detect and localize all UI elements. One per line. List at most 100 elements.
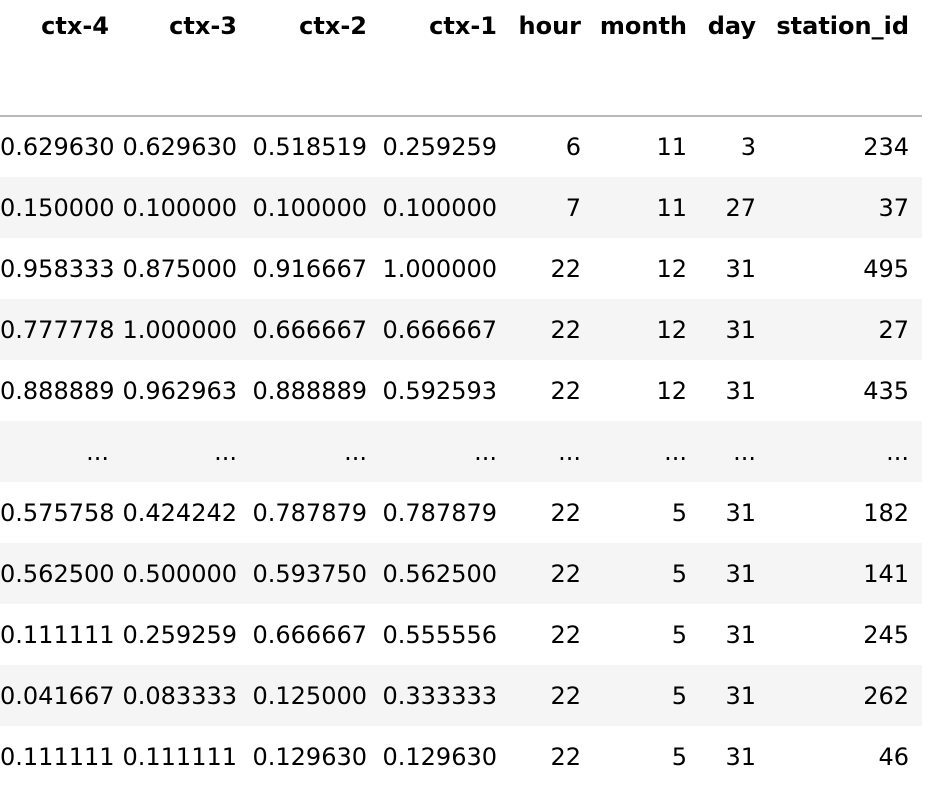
table-cell: ...: [86, 437, 109, 466]
table-cell: 0.916667: [252, 254, 367, 283]
table-cell: 22: [550, 315, 581, 344]
table-cell: 22: [550, 620, 581, 649]
table-cell: 0.875000: [122, 254, 237, 283]
table-cell: 37: [878, 193, 909, 222]
table-cell: 0.333333: [382, 681, 497, 710]
table-cell: 0.888889: [252, 376, 367, 405]
table-cell: 0.100000: [252, 193, 367, 222]
table-cell: 0.083333: [122, 681, 237, 710]
table-cell: 31: [725, 559, 756, 588]
table-cell: 22: [550, 681, 581, 710]
column-header: ctx-4: [41, 12, 109, 40]
table-cell: 5: [671, 498, 687, 527]
table-cell: 0.958333: [0, 254, 115, 283]
table-cell: ...: [664, 437, 687, 466]
table-cell: 31: [725, 315, 756, 344]
table-cell: 5: [671, 681, 687, 710]
table-row: 0.562500 0.500000 0.593750 0.562500 22 5 31 141: [0, 543, 922, 604]
header-divider-row: [0, 52, 922, 117]
table-cell: 0.100000: [122, 193, 237, 222]
header-row: ctx-4 ctx-3 ctx-2 ctx-1 hour month day s…: [0, 0, 922, 52]
table-cell: 0.592593: [382, 376, 497, 405]
table-cell: 27: [878, 315, 909, 344]
table-cell: 0.787879: [252, 498, 367, 527]
table-cell: 0.111111: [122, 742, 237, 771]
table-row: 0.150000 0.100000 0.100000 0.100000 7 11 27 37: [0, 177, 922, 238]
table-cell: 11: [656, 133, 687, 161]
table-cell: 11: [656, 193, 687, 222]
column-header: day: [707, 12, 756, 40]
table-cell: 46: [878, 742, 909, 771]
table-cell: 12: [656, 254, 687, 283]
table-cell: 0.777778: [0, 315, 115, 344]
table-row: 0.041667 0.083333 0.125000 0.333333 22 5 31 262: [0, 665, 922, 726]
table-row: 0.629630 0.629630 0.518519 0.259259 6 11 3 234: [0, 116, 922, 177]
table-cell: 0.787879: [382, 498, 497, 527]
table-cell: 0.041667: [0, 681, 115, 710]
table-cell: 182: [863, 498, 909, 527]
table-cell: 0.666667: [252, 620, 367, 649]
table-cell: 0.500000: [122, 559, 237, 588]
table-cell: 0.518519: [252, 133, 367, 161]
table-row: 0.958333 0.875000 0.916667 1.000000 22 12 31 49…: [0, 238, 922, 299]
table-body: 0.629630 0.629630 0.518519 0.259259 6 11 3 234 0…: [0, 116, 922, 787]
table-cell: 3: [740, 133, 756, 161]
table-cell: 0.259259: [382, 133, 497, 161]
table-cell: ...: [214, 437, 237, 466]
column-header: hour: [518, 12, 582, 40]
table-cell: 0.562500: [382, 559, 497, 588]
table-cell: 22: [550, 254, 581, 283]
table-cell: ...: [474, 437, 497, 466]
table-cell: 31: [725, 620, 756, 649]
table-row: 0.111111 0.111111 0.129630 0.129630 22 5 31 46: [0, 726, 922, 787]
table-cell: 31: [725, 376, 756, 405]
table-cell: 5: [671, 559, 687, 588]
table-cell: 31: [725, 742, 756, 771]
table-cell: ...: [886, 437, 909, 466]
table-row: 0.888889 0.962963 0.888889 0.592593 22 12 31 43…: [0, 360, 922, 421]
table-cell: ...: [558, 437, 581, 466]
table-cell: 0.125000: [252, 681, 367, 710]
table-cell: 0.629630: [0, 133, 115, 161]
table-cell: 0.575758: [0, 498, 115, 527]
table-cell: 495: [863, 254, 909, 283]
table-cell: 0.129630: [252, 742, 367, 771]
table-cell: 12: [656, 315, 687, 344]
table-header: ctx-4 ctx-3 ctx-2 ctx-1 hour month day s…: [0, 0, 922, 117]
column-header: ctx-3: [169, 12, 237, 40]
table-cell: 6: [565, 133, 581, 161]
ellipsis-row: ........................: [0, 421, 922, 482]
table-cell: 0.666667: [382, 315, 497, 344]
table-cell: 0.555556: [382, 620, 497, 649]
table-cell: 0.424242: [122, 498, 237, 527]
table-cell: ...: [733, 437, 756, 466]
table-cell: 0.666667: [252, 315, 367, 344]
table-cell: 0.100000: [382, 193, 497, 222]
table-cell: 234: [863, 133, 909, 161]
table-cell: 5: [671, 620, 687, 649]
table-cell: 262: [863, 681, 909, 710]
table-cell: 245: [863, 620, 909, 649]
table-cell: 0.150000: [0, 193, 115, 222]
column-header: month: [599, 12, 687, 40]
table-cell: 27: [725, 193, 756, 222]
column-header: ctx-2: [299, 12, 367, 40]
table-row: 0.111111 0.259259 0.666667 0.555556 22 5 31 245: [0, 604, 922, 665]
table-cell: 0.111111: [0, 620, 115, 649]
table-cell: 22: [550, 559, 581, 588]
table-cell: 1.000000: [382, 254, 497, 283]
table-cell: ...: [344, 437, 367, 466]
table-cell: 22: [550, 376, 581, 405]
table-row: 0.777778 1.000000 0.666667 0.666667 22 12 31 27: [0, 299, 922, 360]
table-cell: 12: [656, 376, 687, 405]
table-cell: 0.111111: [0, 742, 115, 771]
table-cell: 31: [725, 498, 756, 527]
table-cell: 31: [725, 254, 756, 283]
table-cell: 0.562500: [0, 559, 115, 588]
table-cell: 0.962963: [122, 376, 237, 405]
table-cell: 141: [863, 559, 909, 588]
table-cell: 0.593750: [252, 559, 367, 588]
table-cell: 22: [550, 498, 581, 527]
